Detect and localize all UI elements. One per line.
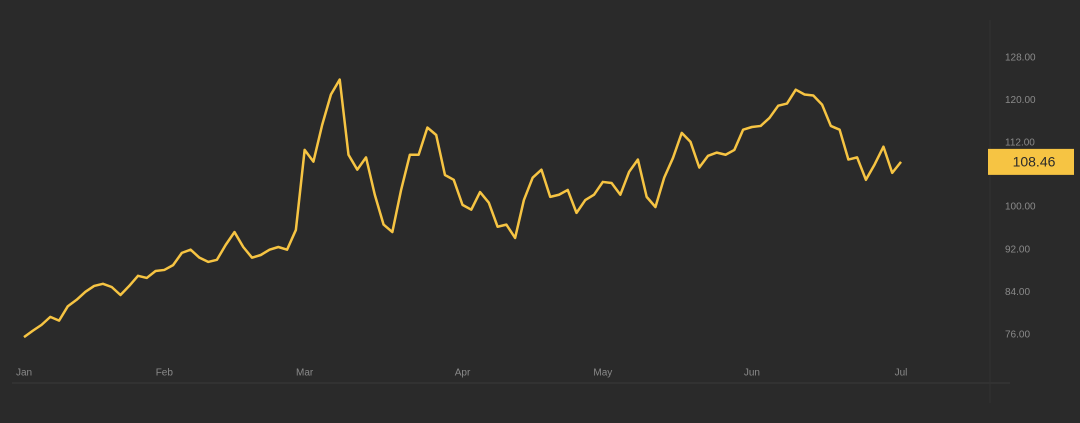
y-tick-label: 84.00: [1005, 287, 1030, 298]
last-price-badge: [988, 148, 1074, 175]
y-tick-label: 92.00: [1005, 244, 1030, 255]
x-tick-label: Jan: [16, 368, 32, 379]
x-tick-label: Jul: [895, 368, 908, 379]
y-tick-label: 100.00: [1005, 202, 1036, 213]
last-price-label: 108.46: [1013, 154, 1056, 170]
x-tick-label: Jun: [744, 368, 760, 379]
price-line: [23, 78, 902, 339]
y-tick-label: 112.00: [1005, 138, 1035, 149]
x-tick-label: Feb: [156, 368, 174, 379]
x-tick-label: Apr: [455, 368, 471, 379]
y-tick-label: 76.00: [1005, 330, 1030, 341]
x-tick-label: May: [593, 368, 612, 379]
x-tick-label: Mar: [296, 368, 314, 379]
y-tick-label: 120.00: [1005, 95, 1036, 106]
y-tick-label: 128.00: [1005, 52, 1036, 63]
